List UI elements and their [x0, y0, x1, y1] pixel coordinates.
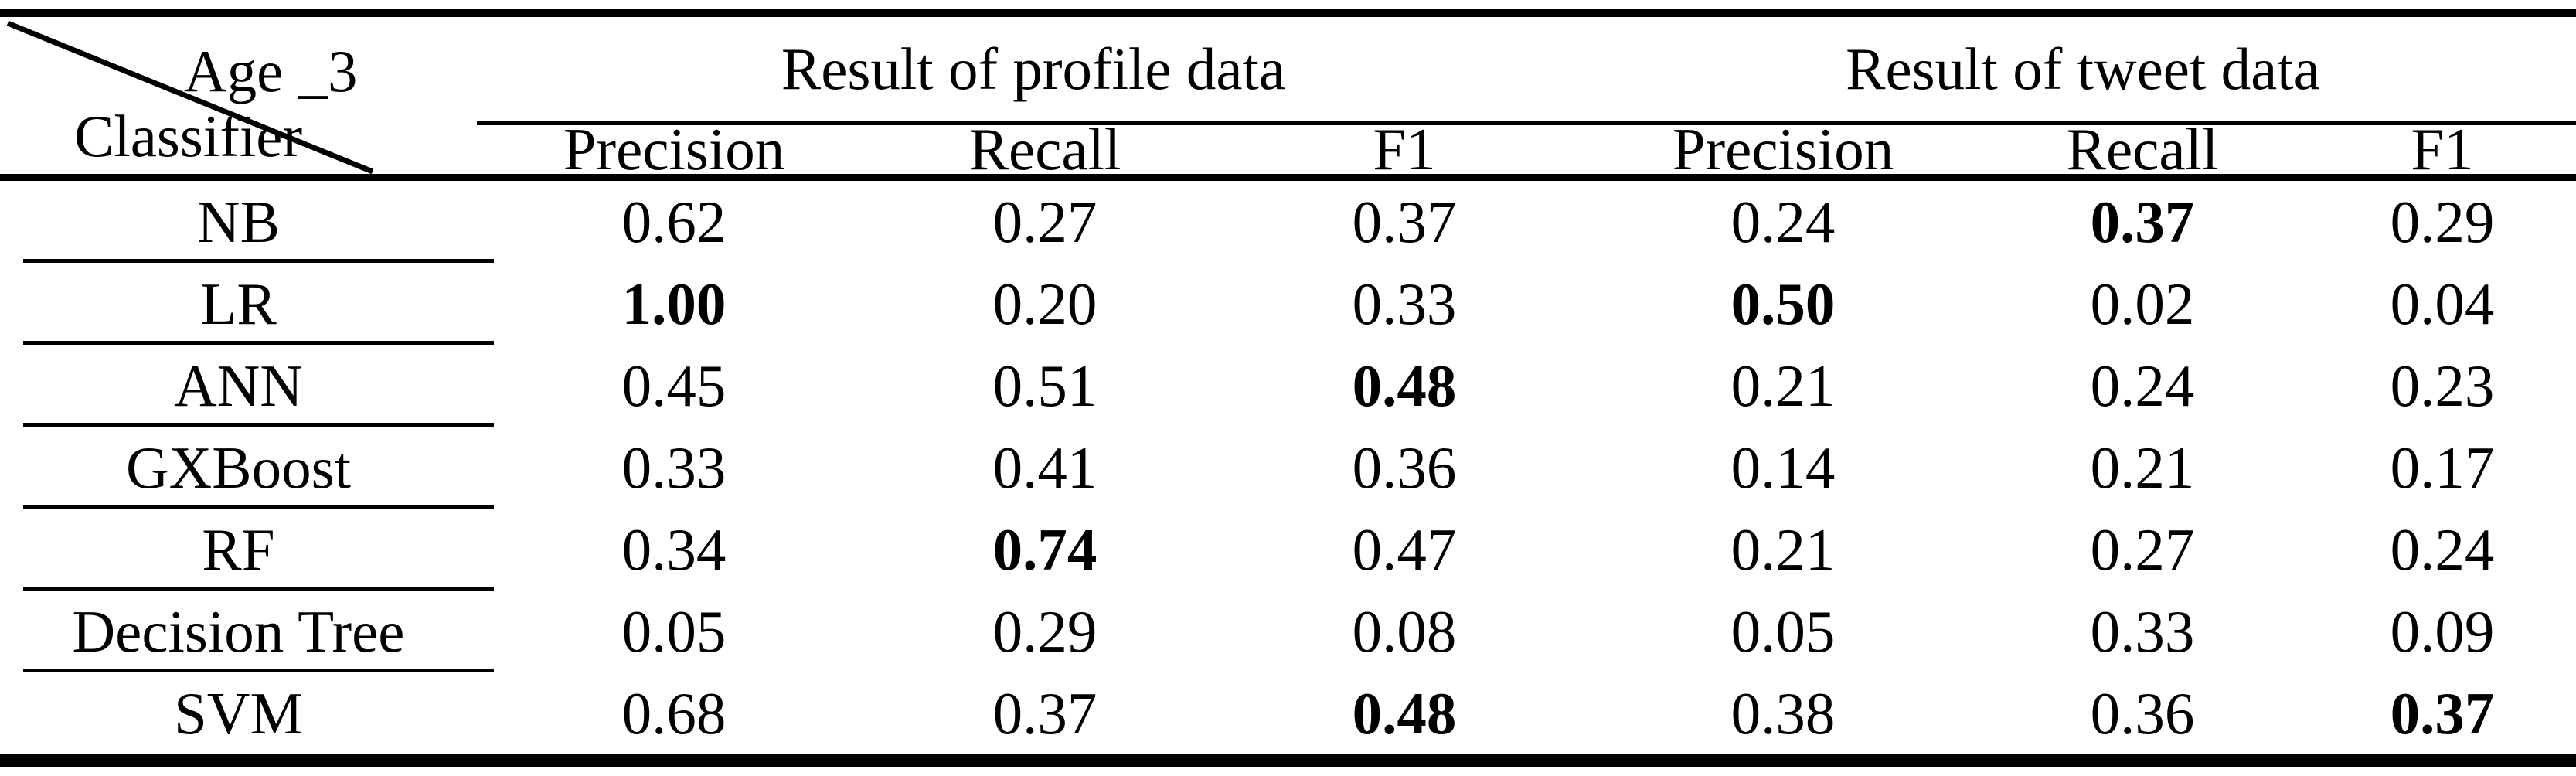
value-cell: 0.33: [621, 434, 727, 501]
classifier-cell: GXBoost: [0, 427, 494, 509]
value-cell: 0.17: [2390, 434, 2495, 501]
value-cell: 0.23: [2390, 352, 2495, 419]
value-cell: 0.29: [2390, 188, 2495, 255]
value-cell: 0.21: [1730, 516, 1836, 583]
value-cell: 0.48: [1352, 352, 1457, 419]
corner-bottom-label: Classifier: [74, 103, 303, 169]
value-cell: 0.04: [2390, 270, 2495, 337]
value-cell: 0.21: [1730, 352, 1836, 419]
classifier-cell: SVM: [174, 679, 303, 747]
value-cell: 0.37: [1352, 188, 1457, 255]
value-cell: 0.24: [2090, 352, 2195, 419]
value-cell: 0.50: [1730, 270, 1836, 337]
value-cell: 0.74: [992, 516, 1097, 583]
value-cell: 0.05: [621, 597, 727, 665]
classifier-cell: LR: [0, 263, 494, 345]
classifier-cell: ANN: [0, 345, 494, 427]
classifier-cell: Decision Tree: [0, 591, 494, 672]
value-cell: 0.21: [2090, 434, 2195, 501]
group-header-tweet-data: Result of tweet data: [1590, 17, 2576, 125]
column-header-f1-profile: F1: [1219, 120, 1590, 181]
value-cell: 0.48: [1352, 679, 1457, 747]
column-header-recall-profile: Recall: [871, 120, 1219, 181]
column-header-precision-tweet: Precision: [1590, 120, 1976, 181]
value-cell: 0.24: [1730, 188, 1836, 255]
group-header-profile-data: Result of profile data: [477, 17, 1590, 125]
value-cell: 0.68: [621, 679, 727, 747]
value-cell: 0.34: [621, 516, 727, 583]
value-cell: 1.00: [621, 270, 727, 337]
value-cell: 0.62: [621, 188, 727, 255]
value-cell: 0.37: [992, 679, 1097, 747]
corner-top-label: Age _3: [184, 38, 358, 104]
value-cell: 0.37: [2390, 679, 2495, 747]
value-cell: 0.33: [2090, 597, 2195, 665]
column-header-precision-profile: Precision: [477, 120, 871, 181]
value-cell: 0.36: [2090, 679, 2195, 747]
value-cell: 0.45: [621, 352, 727, 419]
classifier-cell: NB: [0, 181, 494, 263]
value-cell: 0.37: [2090, 188, 2195, 255]
value-cell: 0.27: [992, 188, 1097, 255]
value-cell: 0.51: [992, 352, 1097, 419]
classifier-cell: RF: [0, 509, 494, 591]
value-cell: 0.36: [1352, 434, 1457, 501]
value-cell: 0.38: [1730, 679, 1836, 747]
column-header-recall-tweet: Recall: [1976, 120, 2309, 181]
value-cell: 0.33: [1352, 270, 1457, 337]
value-cell: 0.05: [1730, 597, 1836, 665]
value-cell: 0.14: [1730, 434, 1836, 501]
diagonal-line: [6, 20, 374, 174]
value-cell: 0.09: [2390, 597, 2495, 665]
results-table: Age _3 Classifier Result of profile data…: [0, 9, 2576, 767]
value-cell: 0.20: [992, 270, 1097, 337]
value-cell: 0.02: [2090, 270, 2195, 337]
value-cell: 0.41: [992, 434, 1097, 501]
value-cell: 0.47: [1352, 516, 1457, 583]
value-cell: 0.24: [2390, 516, 2495, 583]
value-cell: 0.08: [1352, 597, 1457, 665]
column-header-f1-tweet: F1: [2309, 120, 2576, 181]
value-cell: 0.27: [2090, 516, 2195, 583]
value-cell: 0.29: [992, 597, 1097, 665]
corner-cell: Age _3 Classifier: [0, 17, 477, 181]
